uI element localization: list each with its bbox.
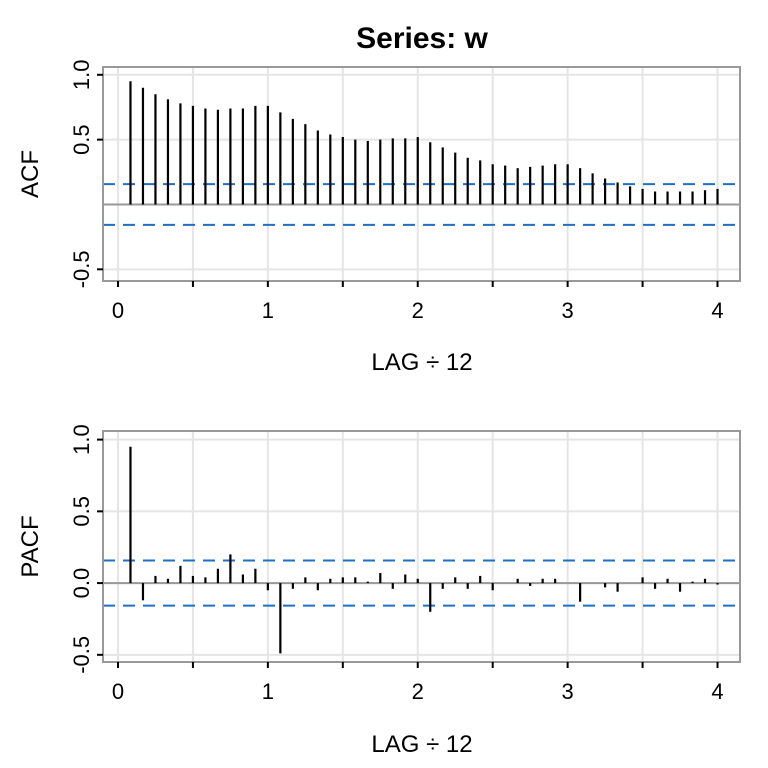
- plot-frame: [102, 66, 741, 282]
- x-tick-label: 3: [562, 298, 574, 323]
- x-tick-label: 4: [711, 298, 723, 323]
- x-tick-label: 0: [112, 298, 124, 323]
- y-tick-label: 1.0: [69, 59, 94, 90]
- y-tick-label: 0.5: [69, 124, 94, 155]
- y-tick-label: 1.0: [69, 424, 94, 455]
- x-tick-label: 3: [562, 679, 574, 704]
- y-axis-label: PACF: [17, 515, 44, 577]
- x-tick-label: 2: [412, 679, 424, 704]
- x-axis-label: LAG ÷ 12: [371, 349, 472, 376]
- x-tick-label: 1: [262, 298, 274, 323]
- plot-frame: [102, 430, 741, 663]
- y-tick-label: 0.0: [69, 568, 94, 599]
- x-tick-label: 2: [412, 298, 424, 323]
- x-tick-label: 4: [711, 679, 723, 704]
- y-tick-label: -0.5: [69, 250, 94, 288]
- chart-title: Series: w: [356, 22, 488, 55]
- y-tick-label: -0.5: [69, 636, 94, 674]
- x-axis-label: LAG ÷ 12: [371, 731, 472, 758]
- acf-panel: 0 1 2 3 4 1.0 0.5 -0.5 LAG ÷ 12 ACF: [17, 59, 741, 376]
- x-tick-label: 0: [112, 679, 124, 704]
- pacf-panel: 0 1 2 3 4 1.0 0.5 0.0 -0.5 LAG ÷ 12 PACF: [17, 424, 741, 758]
- x-tick-label: 1: [262, 679, 274, 704]
- y-axis-label: ACF: [17, 150, 44, 198]
- y-tick-label: 0.5: [69, 496, 94, 527]
